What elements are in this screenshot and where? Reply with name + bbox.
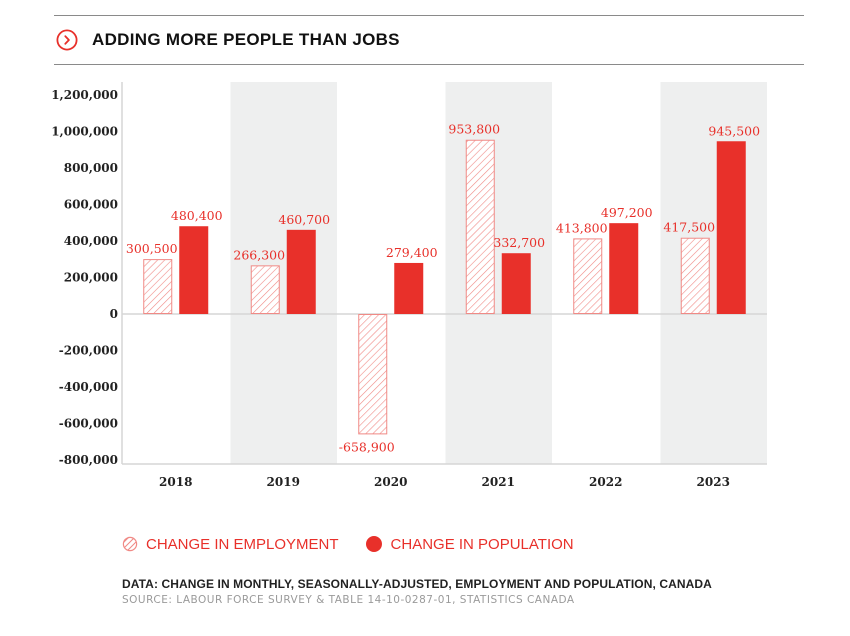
population-value-label: 497,200 — [601, 205, 653, 220]
population-bar — [394, 262, 424, 314]
legend-label-employment: CHANGE IN EMPLOYMENT — [146, 535, 339, 553]
y-tick-label: 1,000,000 — [51, 124, 118, 138]
y-tick-label: -600,000 — [59, 417, 118, 431]
y-tick-label: 200,000 — [64, 270, 118, 284]
header-bottom-rule — [54, 64, 804, 65]
solid-circle-icon — [365, 536, 382, 552]
hatched-circle-icon — [122, 536, 138, 552]
bars — [143, 139, 746, 435]
axes — [121, 82, 767, 465]
employment-value-label: 300,500 — [126, 241, 178, 256]
bar-chart: 1,200,000 1,000,000 800,000 600,000 400,000 2… — [51, 82, 767, 489]
y-tick-label: -400,000 — [59, 380, 118, 394]
employment-bar — [465, 139, 495, 314]
population-bar — [179, 226, 209, 314]
y-tick-label: 600,000 — [64, 197, 118, 211]
population-value-label: 480,400 — [171, 208, 223, 223]
category-band — [230, 82, 337, 464]
employment-bar — [573, 238, 603, 314]
category-band — [660, 82, 767, 464]
category-band — [445, 82, 552, 464]
legend: CHANGE IN EMPLOYMENT CHANGE IN POPULATIO… — [122, 535, 600, 553]
population-bar — [286, 229, 316, 314]
employment-value-label: 413,800 — [556, 220, 608, 235]
data-note: DATA: CHANGE IN MONTHLY, SEASONALLY-ADJU… — [122, 577, 712, 591]
top-rule — [54, 15, 804, 16]
x-tick-label: 2020 — [374, 475, 407, 489]
chevron-right-circle-icon — [56, 29, 78, 51]
x-tick-label: 2019 — [267, 475, 300, 489]
employment-bar — [250, 265, 280, 314]
y-tick-labels: 1,200,000 1,000,000 800,000 600,000 400,000 2… — [51, 88, 118, 467]
y-tick-label: 400,000 — [64, 234, 118, 248]
chart-title: ADDING MORE PEOPLE THAN JOBS — [92, 30, 400, 49]
chart-header: ADDING MORE PEOPLE THAN JOBS — [54, 22, 400, 58]
employment-value-label: 266,300 — [233, 247, 285, 262]
employment-bar — [143, 259, 173, 315]
value-labels: 300,500 480,400 266,300 460,700 -658,900 279,… — [126, 122, 760, 455]
y-tick-label: 1,200,000 — [51, 88, 118, 102]
x-tick-labels: 2018 2019 2020 2021 2022 2023 — [159, 475, 730, 489]
population-bar — [609, 223, 639, 314]
employment-value-label: 953,800 — [448, 122, 500, 137]
employment-value-label: 417,500 — [663, 220, 715, 235]
legend-item-population: CHANGE IN POPULATION — [365, 535, 574, 553]
y-tick-label: 800,000 — [64, 161, 118, 175]
x-tick-label: 2018 — [159, 475, 192, 489]
population-bar — [716, 141, 746, 314]
employment-bar — [358, 314, 388, 435]
x-tick-label: 2022 — [589, 475, 622, 489]
x-tick-label: 2021 — [482, 475, 515, 489]
population-value-label: 460,700 — [278, 212, 330, 227]
y-tick-label: 0 — [110, 307, 118, 321]
population-value-label: 945,500 — [708, 123, 760, 138]
y-tick-label: -200,000 — [59, 344, 118, 358]
y-tick-label: -800,000 — [59, 453, 118, 467]
source-note: SOURCE: LABOUR FORCE SURVEY & TABLE 14-1… — [122, 594, 575, 606]
legend-item-employment: CHANGE IN EMPLOYMENT — [122, 536, 339, 553]
population-value-label: 332,700 — [493, 235, 545, 250]
category-bands — [230, 82, 767, 464]
population-bar — [501, 253, 531, 314]
employment-value-label: -658,900 — [339, 439, 395, 454]
x-tick-label: 2023 — [697, 475, 730, 489]
legend-label-population: CHANGE IN POPULATION — [390, 535, 574, 553]
population-value-label: 279,400 — [386, 245, 438, 260]
employment-bar — [680, 237, 710, 314]
